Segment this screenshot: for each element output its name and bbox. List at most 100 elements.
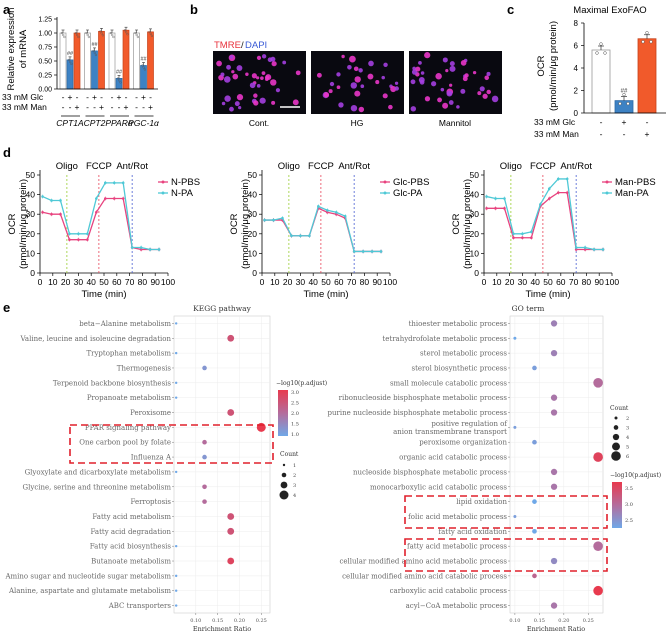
panel-d-xtick-label: 30 [74,277,84,287]
cell-nucleus [236,65,243,71]
dotplot-category-label: Thermogenesis [117,364,172,372]
dotplot-point [174,351,178,355]
panel-a-man-label: 33 mM Man [2,102,47,112]
panel-c-bar [637,38,657,114]
panel-a-replicate-dot [143,68,146,71]
panel-c-replicate-dot [618,101,622,106]
dotplot-category-label: nucleoside bisphosphate metabolic proces… [353,468,507,476]
panel-d-xtick-label: 70 [125,277,135,287]
panel-d-ytick-label: 40 [26,190,36,200]
cell-nucleus [460,88,466,94]
dotplot-point [227,557,235,565]
dotplot-point [227,334,235,342]
panel-d-legend-label: Glc-PBS [393,177,429,188]
panel-a-replicate-dot [76,33,79,37]
panel-a-bar [115,78,123,90]
panel-a-replicate-dot [126,33,129,36]
dotplot-point [174,589,178,592]
cell-nucleus [437,97,442,103]
panel-a-replicate-dot [141,64,144,67]
go-size-legend-dot [614,416,618,420]
panel-d-injection-label: FCCP [308,161,334,172]
panel-d-xtick-label: 80 [138,277,148,287]
panel-d-xtick-label: 90 [594,277,604,287]
panel-a-ytick-label: 0.25 [38,73,52,80]
dotplot-xtick-label: 0.15 [212,618,223,624]
panel-a-replicate-dot [94,53,97,57]
panel-d-series-line [486,178,604,251]
kegg-size-legend-dot [282,463,286,467]
dotplot-point [174,604,178,607]
dotplot-point [202,439,207,445]
panel-c-replicate-dot [599,42,603,46]
panel-a-glc-sign: - [125,92,128,102]
panel-a-glc-sign: - [86,92,89,102]
panel-d-xtick-label: 60 [334,277,344,287]
panel-c-replicate-dot [641,40,645,44]
panel-c-man-sign: - [623,129,626,139]
panel-a-glc-sign: + [117,92,122,102]
panel-a-glc-sign: - [100,92,103,102]
cell-nucleus [270,79,277,86]
panel-d-legend-label: Glc-PA [393,188,423,199]
panel-d-xtick-label: 40 [308,277,318,287]
panel-a-man-sign: - [135,102,138,112]
panel-e-enrichment-dotplots: KEGG pathway GO term 0.10 0.15 0.20 0.25 bet… [4,304,661,633]
cell-nucleus [329,81,335,87]
panel-label-c: c [507,2,514,17]
cell-nucleus [449,61,455,67]
dotplot-category-label: thioester metabolic process [409,320,508,328]
dotplot-category-label: positive regulation of [431,420,508,428]
panel-a-significance: ## [116,69,123,75]
panel-d-xtick-label: 70 [347,277,357,287]
panel-a-replicate-dot [142,66,145,69]
panel-a-bar [73,32,81,90]
cell-nucleus [245,72,249,76]
cell-nucleus [460,60,467,66]
cell-nucleus [253,93,258,98]
kegg-size-legend-label: 3 [293,483,296,489]
dotplot-point [550,483,558,490]
cell-nucleus [232,73,239,80]
panel-d-ylabel-2: (pmol/min/μg protein) [462,179,473,269]
cell-nucleus [479,86,485,92]
panel-d-xlabel: Time (min) [525,289,570,300]
panel-a-replicate-dot [148,30,151,33]
dotplot-category-label: Ferroptosis [131,498,172,506]
dotplot-point [550,557,558,565]
panel-a-category-label: CPT1A [56,118,84,128]
panel-d-legend-marker [383,180,387,184]
dotplot-category-label: sterol biosynthetic process [411,364,507,372]
panel-a-ylabel-1: Relative expression [6,8,17,91]
panel-a-man-sign: + [124,102,129,112]
panel-c-bar [614,100,634,114]
panel-label-b: b [190,2,198,17]
dotplot-category-label: small molecule catabolic process [390,379,507,387]
go-highlight-box-lipid [404,495,608,529]
kegg-highlight-box [69,424,274,464]
panel-d-xtick-label: 20 [283,277,293,287]
go-xlabel: Enrichment Ratio [527,625,585,633]
dotplot-xtick-label: 0.15 [534,618,545,624]
cell-nucleus [424,52,431,59]
cell-nucleus [358,68,363,73]
go-size-legend-dot [613,425,619,430]
cell-nucleus [360,84,365,89]
panel-d-xtick-label: 80 [360,277,370,287]
cell-nucleus [486,89,491,95]
panel-d-ylabel-2: (pmol/min/μg protein) [18,179,29,269]
micrograph-label-hg: HG [351,118,364,128]
panel-d-xtick-label: 10 [492,277,502,287]
panel-a-bar-chart: Relative expression of mRNA 0.00 0.25 0.50… [2,8,160,128]
panel-d-xtick-label: 50 [543,277,553,287]
panel-a-bar [133,32,140,90]
cell-nucleus [259,97,266,104]
cell-nucleus [267,57,273,63]
panel-d-xtick-label: 0 [38,277,43,287]
panel-d-xtick-label: 100 [383,277,397,287]
panel-a-category-label: CPT2 [84,118,106,128]
panel-d-ytick-label: 20 [470,229,480,239]
go-size-legend-label: 5 [626,445,629,451]
